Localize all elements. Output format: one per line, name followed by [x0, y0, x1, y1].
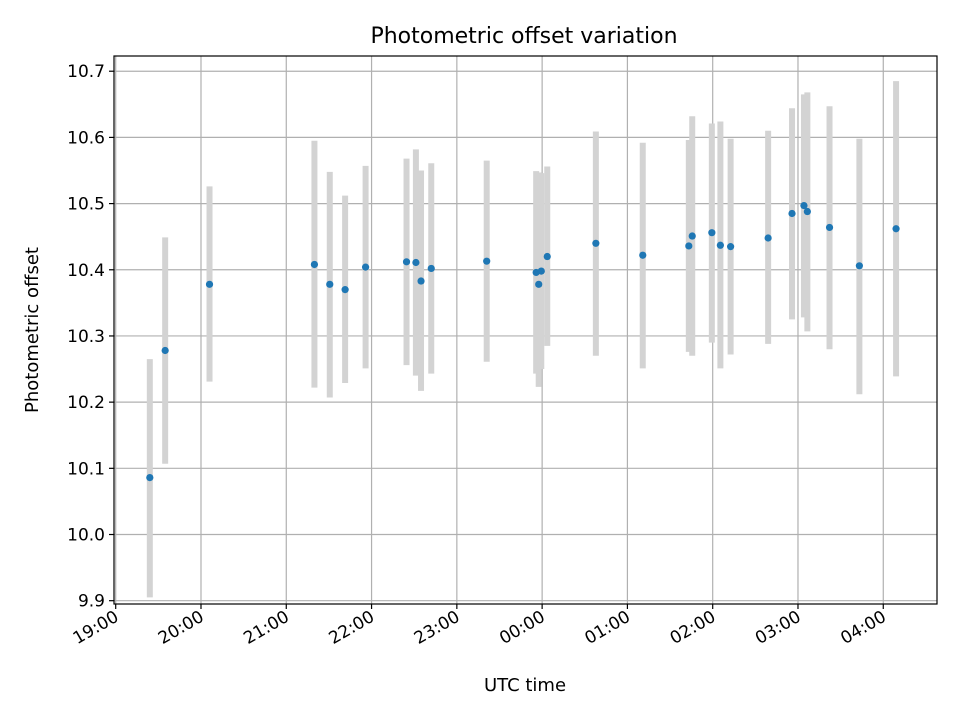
x-tick-label: 22:00	[326, 607, 378, 649]
y-tick-label: 10.2	[67, 393, 105, 413]
data-point	[341, 286, 349, 294]
x-tick-label: 00:00	[496, 607, 548, 649]
data-point	[205, 280, 214, 288]
y-tick-label: 10.0	[67, 526, 105, 546]
data-point	[427, 264, 435, 273]
x-tick-label: 03:00	[752, 607, 804, 649]
x-tick-label: 04:00	[837, 607, 889, 649]
data-point	[855, 262, 863, 270]
data-point	[417, 277, 425, 285]
x-tick-label: 23:00	[411, 607, 463, 649]
data-point	[764, 234, 772, 242]
data-point	[535, 280, 543, 288]
data-point	[688, 232, 696, 240]
y-tick-label: 10.4	[67, 261, 105, 281]
error-bars	[146, 81, 900, 598]
data-point	[161, 346, 169, 355]
data-point	[543, 252, 551, 261]
data-point	[892, 225, 900, 233]
data-point	[727, 243, 735, 251]
data-point	[146, 473, 154, 482]
plot-frame	[113, 55, 938, 605]
y-tick-label: 10.1	[67, 459, 105, 479]
data-point	[685, 242, 693, 250]
data-point	[361, 263, 370, 271]
y-tick-label: 10.6	[67, 128, 105, 148]
grid	[114, 56, 937, 604]
data-point	[483, 257, 491, 265]
data-point	[592, 239, 600, 247]
data-point	[800, 201, 808, 210]
x-tick-label: 19:00	[70, 607, 122, 649]
y-axis-label: Photometric offset	[22, 247, 43, 413]
data-point	[803, 207, 811, 216]
data-point	[825, 223, 834, 232]
x-axis-label: UTC time	[484, 675, 566, 696]
y-tick-label: 10.7	[67, 62, 105, 82]
y-tick-label: 10.5	[67, 195, 105, 215]
data-point	[412, 258, 420, 267]
x-tick-label: 20:00	[155, 607, 207, 649]
data-point	[708, 229, 716, 237]
y-tick-label: 9.9	[78, 592, 105, 612]
data-point	[402, 258, 411, 266]
data-point	[639, 251, 647, 259]
chart-title: Photometric offset variation	[370, 24, 677, 49]
x-tick-label: 01:00	[581, 607, 633, 649]
data-point	[788, 209, 796, 218]
data-point	[537, 267, 545, 275]
x-tick-label: 02:00	[667, 607, 719, 649]
data-points	[146, 201, 900, 482]
data-point	[716, 241, 724, 249]
x-tick-label: 21:00	[240, 607, 292, 649]
data-point	[310, 260, 319, 269]
y-tick-label: 10.3	[67, 327, 105, 347]
data-point	[326, 280, 334, 288]
